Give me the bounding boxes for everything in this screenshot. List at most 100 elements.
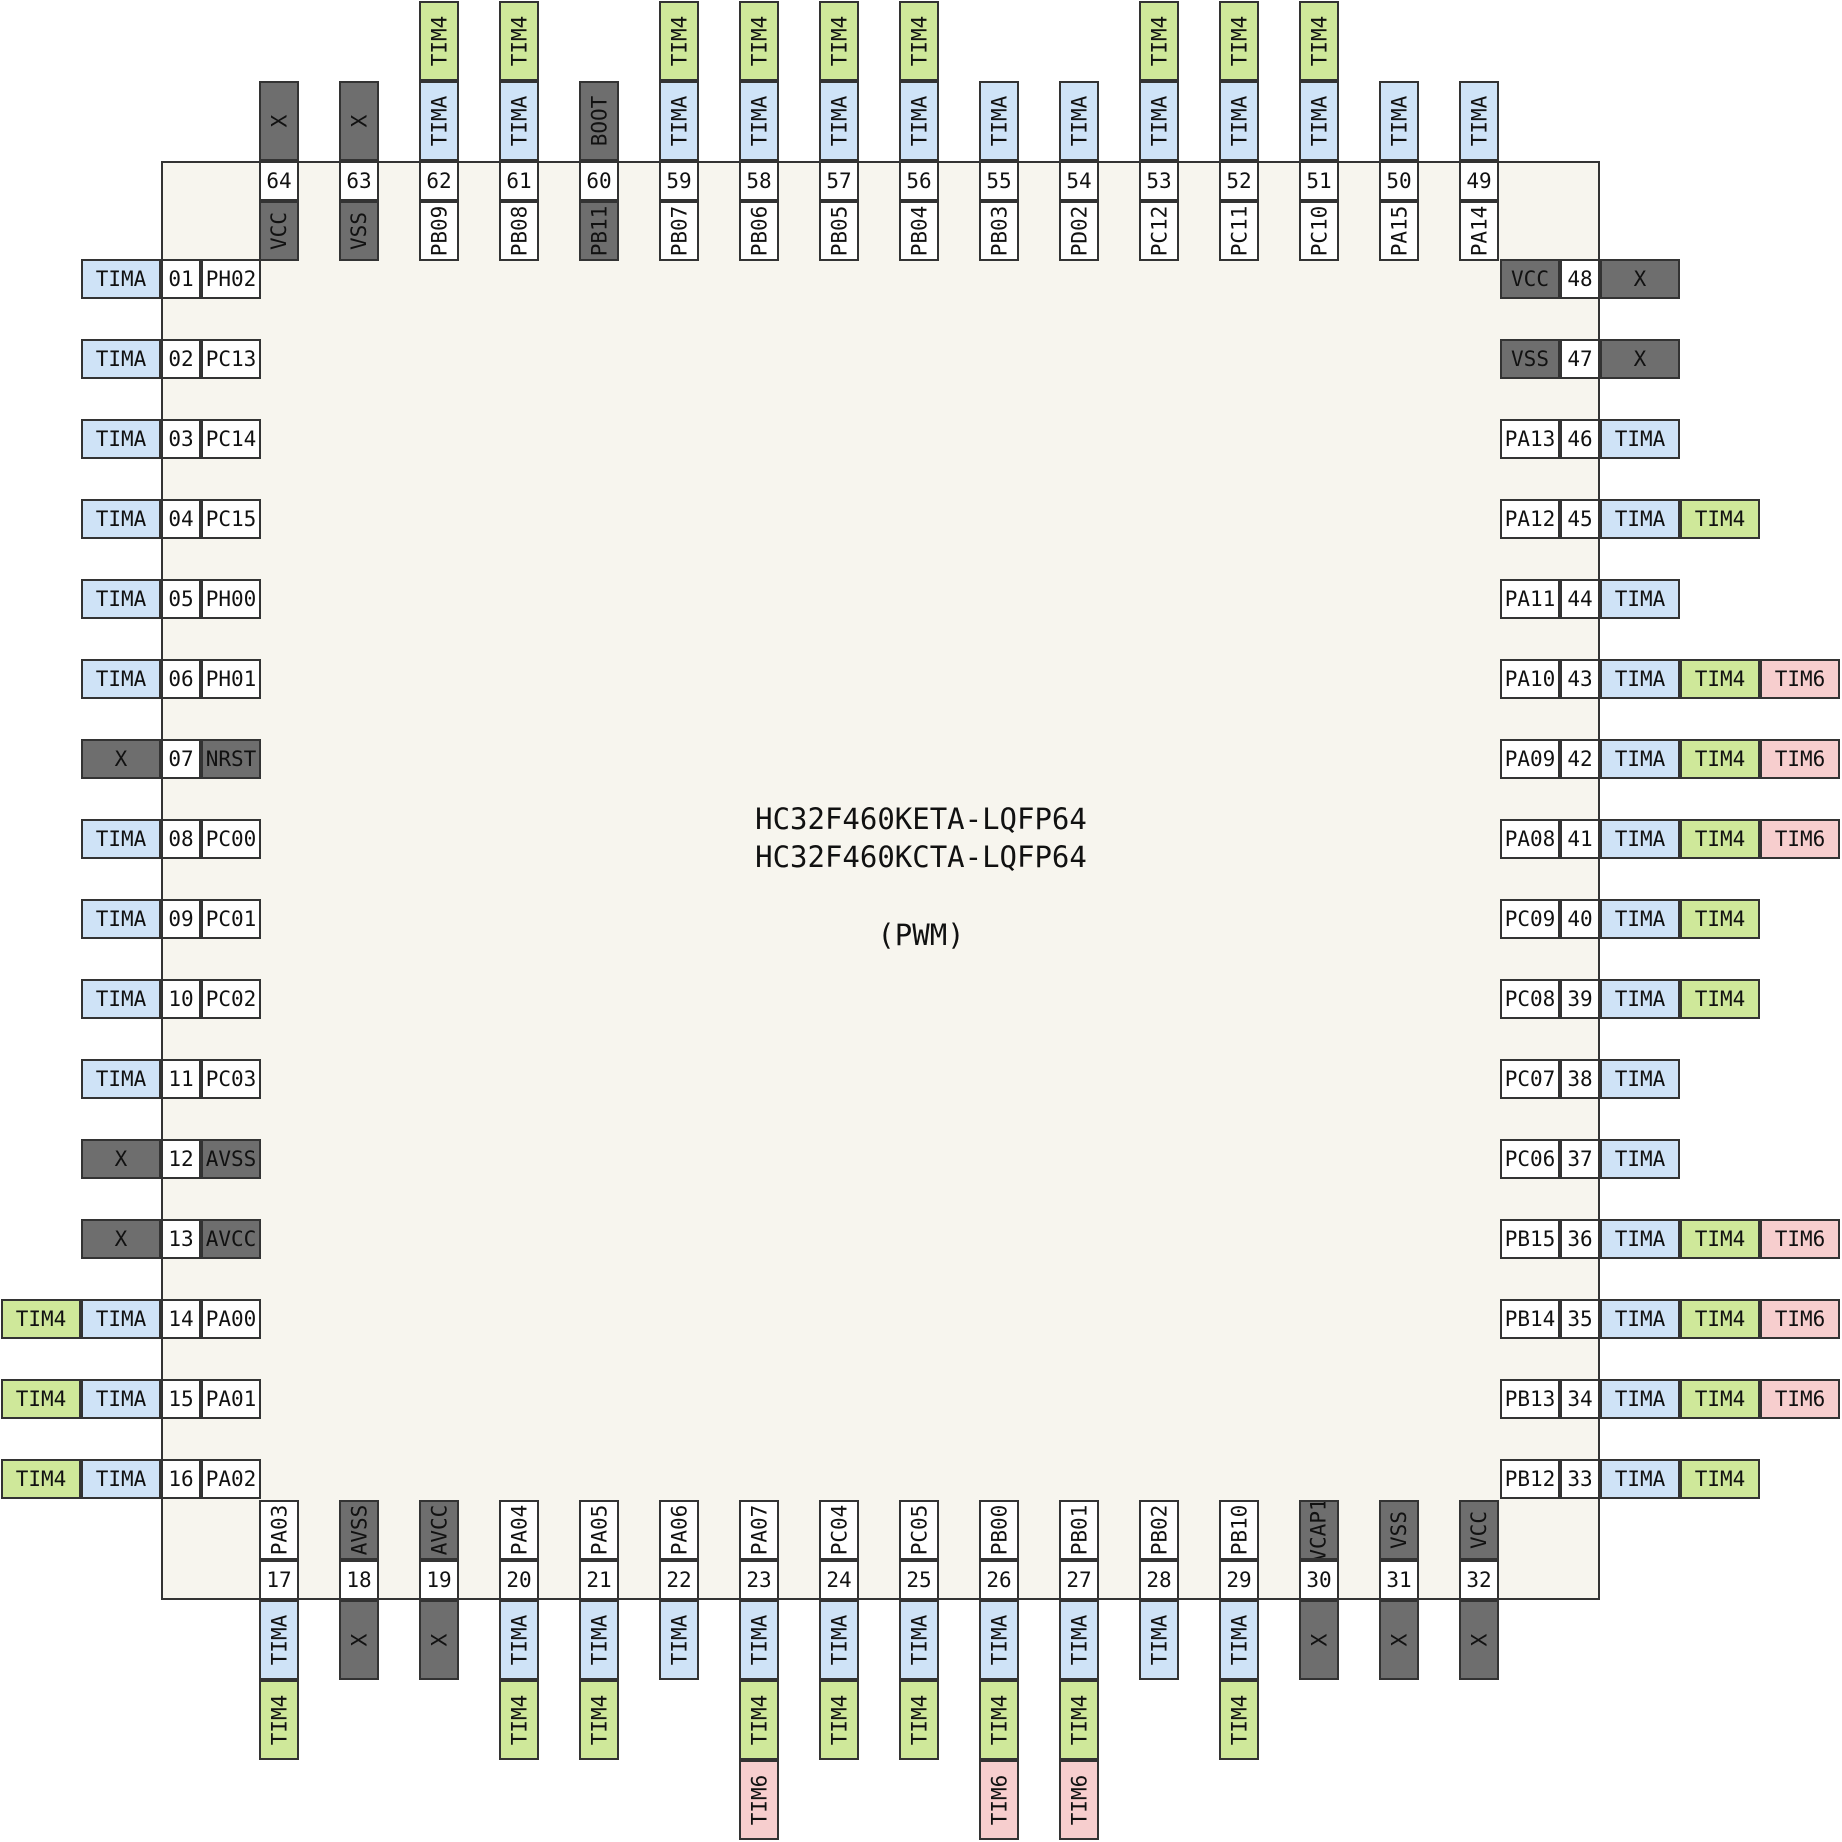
pin-function-tima: TIMA [81,819,161,859]
pin-function-tima: TIMA [1600,979,1680,1019]
pin-number: 52 [1219,161,1259,201]
pin-name: PA07 [739,1500,779,1560]
pin-function-tim4: TIM4 [499,1680,539,1760]
pin-function-tim4: TIM4 [419,1,459,81]
pin-number: 32 [1459,1560,1499,1600]
pin-name: PC13 [201,339,261,379]
pin-function-tima: TIMA [1299,81,1339,161]
pin-number: 02 [161,339,201,379]
pin-function-tima: TIMA [81,1459,161,1499]
pin-number: 29 [1219,1560,1259,1600]
pin-name: PB00 [979,1500,1019,1560]
pin-number: 27 [1059,1560,1099,1600]
pin-number: 35 [1560,1299,1600,1339]
pin-name: AVSS [339,1500,379,1560]
pin-function-tima: TIMA [1139,1600,1179,1680]
pin-function-tima: TIMA [499,1600,539,1680]
pin-function-tima: TIMA [1600,1459,1680,1499]
pin-name: NRST [201,739,261,779]
pin-function-tima: TIMA [81,1299,161,1339]
pin-name: PB12 [1500,1459,1560,1499]
pin-function-tim4: TIM4 [1219,1,1259,81]
pin-number: 28 [1139,1560,1179,1600]
pin-function-x: X [1600,259,1680,299]
chip-subtitle: (PWM) [877,918,965,952]
pin-function-tima: TIMA [81,659,161,699]
pin-number: 42 [1560,739,1600,779]
pin-function-tim6: TIM6 [1760,1299,1840,1339]
pin-name: PC12 [1139,201,1179,261]
pin-number: 34 [1560,1379,1600,1419]
pin-number: 64 [259,161,299,201]
pin-function-tima: TIMA [1600,579,1680,619]
pin-name: PC15 [201,499,261,539]
pin-function-tima: TIMA [1600,819,1680,859]
pin-function-tim6: TIM6 [1760,1219,1840,1259]
pin-name: PA14 [1459,201,1499,261]
pin-name: PB10 [1219,1500,1259,1560]
pin-name: PA05 [579,1500,619,1560]
pin-function-tim4: TIM4 [259,1680,299,1760]
pin-function-tim6: TIM6 [1059,1760,1099,1840]
pin-number: 15 [161,1379,201,1419]
pin-function-tim4: TIM4 [739,1,779,81]
pin-name: PB02 [1139,1500,1179,1560]
pin-number: 10 [161,979,201,1019]
pin-number: 14 [161,1299,201,1339]
pin-name: PB09 [419,201,459,261]
pin-name: PA00 [201,1299,261,1339]
pin-function-tim4: TIM4 [1,1379,81,1419]
pin-number: 48 [1560,259,1600,299]
pin-name: PB06 [739,201,779,261]
pin-number: 33 [1560,1459,1600,1499]
pin-function-x: X [1459,1600,1499,1680]
chip-title-line2: HC32F460KCTA-LQFP64 [755,840,1087,874]
pin-number: 20 [499,1560,539,1600]
pin-function-tim4: TIM4 [1059,1680,1099,1760]
pin-name: PC02 [201,979,261,1019]
pin-function-tim4: TIM4 [739,1680,779,1760]
pin-name: PC04 [819,1500,859,1560]
pin-number: 25 [899,1560,939,1600]
pin-number: 39 [1560,979,1600,1019]
pin-number: 16 [161,1459,201,1499]
pin-name: PC09 [1500,899,1560,939]
pin-number: 45 [1560,499,1600,539]
pin-name: VSS [1379,1500,1419,1560]
pin-function-tima: TIMA [1600,1299,1680,1339]
pin-name: PC06 [1500,1139,1560,1179]
pin-number: 49 [1459,161,1499,201]
pin-function-tim4: TIM4 [819,1,859,81]
pin-number: 40 [1560,899,1600,939]
pin-name: PA11 [1500,579,1560,619]
pin-name: PC10 [1299,201,1339,261]
pin-name: PA02 [201,1459,261,1499]
pin-function-tima: TIMA [259,1600,299,1680]
pin-function-tim4: TIM4 [659,1,699,81]
pin-function-tima: TIMA [819,1600,859,1680]
chip-title-line1: HC32F460KETA-LQFP64 [755,802,1087,836]
pin-name: PB15 [1500,1219,1560,1259]
pin-number: 03 [161,419,201,459]
pin-name: PC05 [899,1500,939,1560]
pin-name: PH01 [201,659,261,699]
pin-function-tima: TIMA [1600,499,1680,539]
pin-function-x: X [1379,1600,1419,1680]
pin-number: 57 [819,161,859,201]
pin-name: AVCC [419,1500,459,1560]
pin-number: 54 [1059,161,1099,201]
pin-name: PH02 [201,259,261,299]
pin-function-tima: TIMA [81,899,161,939]
pin-number: 26 [979,1560,1019,1600]
pin-number: 24 [819,1560,859,1600]
pin-number: 05 [161,579,201,619]
pin-function-x: X [81,739,161,779]
pin-number: 21 [579,1560,619,1600]
pin-function-tim4: TIM4 [979,1680,1019,1760]
pin-name: PC00 [201,819,261,859]
pin-number: 01 [161,259,201,299]
pin-number: 61 [499,161,539,201]
pin-name: PA12 [1500,499,1560,539]
pin-name: PB08 [499,201,539,261]
pin-name: VSS [1500,339,1560,379]
